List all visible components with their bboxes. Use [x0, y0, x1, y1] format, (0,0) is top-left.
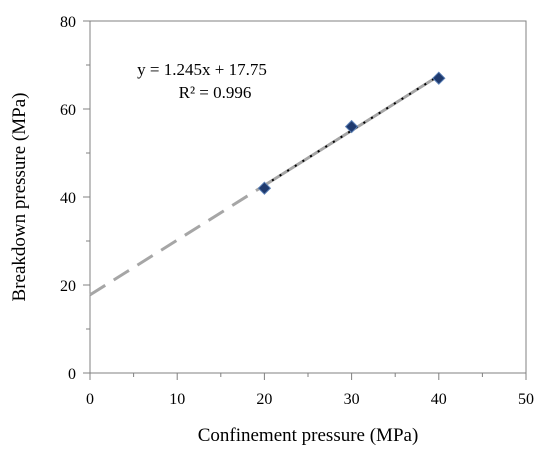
x-tick-label: 50 [518, 391, 534, 408]
y-tick-label: 80 [60, 14, 76, 31]
y-axis-title: Breakdown pressure (MPa) [9, 93, 30, 302]
x-tick-label: 40 [431, 391, 447, 408]
x-tick-label: 20 [256, 391, 272, 408]
data-point [432, 71, 446, 85]
data-point [344, 119, 359, 134]
y-tick-label: 0 [68, 366, 76, 383]
y-tick-label: 20 [60, 278, 76, 295]
trendline-equation: y = 1.245x + 17.75 [137, 60, 267, 79]
x-tick-label: 30 [344, 391, 360, 408]
data-point [257, 181, 272, 195]
data-points-layer [257, 71, 446, 195]
x-tick-label: 10 [169, 391, 185, 408]
trendline-r-squared: R² = 0.996 [179, 83, 252, 102]
y-tick-label: 40 [60, 190, 76, 207]
x-tick-label: 0 [86, 391, 94, 408]
ticks-layer: 0 10 20 30 40 50 0 20 40 60 80 [60, 14, 534, 408]
trendline-extrapolated [89, 184, 266, 297]
x-axis-title: Confinement pressure (MPa) [198, 425, 419, 446]
y-tick-label: 60 [60, 102, 76, 119]
trendline-dots [263, 74, 440, 187]
